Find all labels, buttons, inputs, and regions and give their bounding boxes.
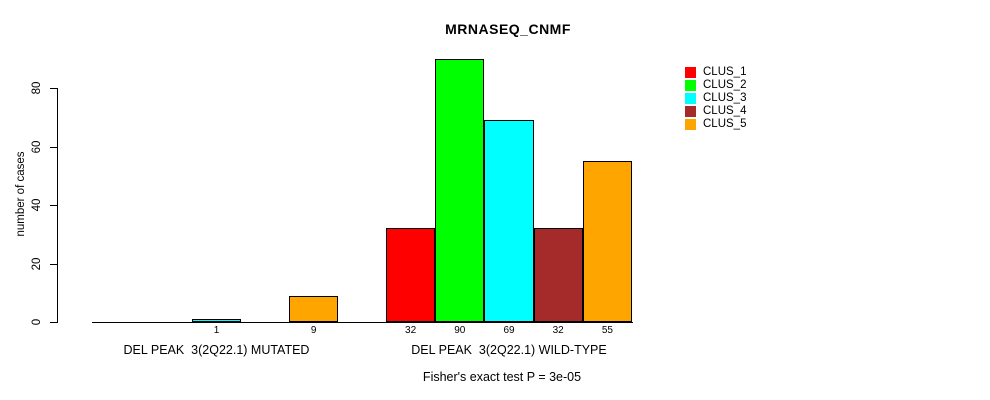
bar-count-label: 90 — [454, 325, 466, 336]
legend-label-clus_2: CLUS_2 — [703, 79, 747, 91]
bar-clus_2-group2 — [435, 58, 485, 322]
legend-label-clus_3: CLUS_3 — [703, 92, 747, 104]
x-group-label-wild-type: DEL PEAK 3(2Q22.1) WILD-TYPE — [411, 343, 607, 357]
bar-clus_4-group2 — [533, 228, 583, 322]
bar-clus_3-group2 — [484, 120, 534, 322]
legend-label-clus_1: CLUS_1 — [703, 66, 747, 78]
y-axis-line — [57, 88, 59, 323]
legend-swatch-clus_1 — [685, 67, 696, 78]
bar-clus_1-group2 — [386, 228, 436, 322]
y-tick — [50, 322, 57, 324]
bar-count-label: 32 — [405, 325, 417, 336]
y-tick-label: 40 — [31, 198, 43, 212]
fisher-test-footnote: Fisher's exact test P = 3e-05 — [422, 370, 582, 384]
legend-label-clus_5: CLUS_5 — [703, 118, 747, 130]
y-tick — [50, 263, 57, 265]
y-axis-label: number of cases — [15, 151, 27, 237]
bar-count-label: 32 — [552, 325, 564, 336]
x-group-label-mutated: DEL PEAK 3(2Q22.1) MUTATED — [123, 343, 310, 357]
bar-clus_5-group1 — [289, 295, 338, 322]
y-tick-label: 20 — [31, 257, 43, 270]
legend-swatch-clus_4 — [685, 106, 696, 117]
bar-count-label: 1 — [213, 325, 220, 336]
chart-title: MRNASEQ_CNMF — [445, 21, 571, 37]
legend-swatch-clus_3 — [685, 93, 696, 104]
y-tick — [50, 146, 57, 148]
y-tick-label: 0 — [31, 318, 43, 326]
bar-count-label: 69 — [503, 325, 515, 336]
y-tick — [50, 88, 57, 90]
legend-swatch-clus_5 — [685, 119, 696, 130]
y-tick — [50, 205, 57, 207]
bar-clus_5-group2 — [582, 161, 632, 322]
y-tick-label: 80 — [31, 81, 43, 95]
legend-swatch-clus_2 — [685, 80, 696, 91]
x-baseline — [92, 322, 633, 324]
bar-count-label: 9 — [310, 325, 317, 336]
y-tick-label: 60 — [31, 140, 43, 153]
bar-count-label: 55 — [601, 325, 613, 336]
legend-label-clus_4: CLUS_4 — [703, 105, 747, 117]
bar-clus_3-group1 — [192, 319, 241, 322]
